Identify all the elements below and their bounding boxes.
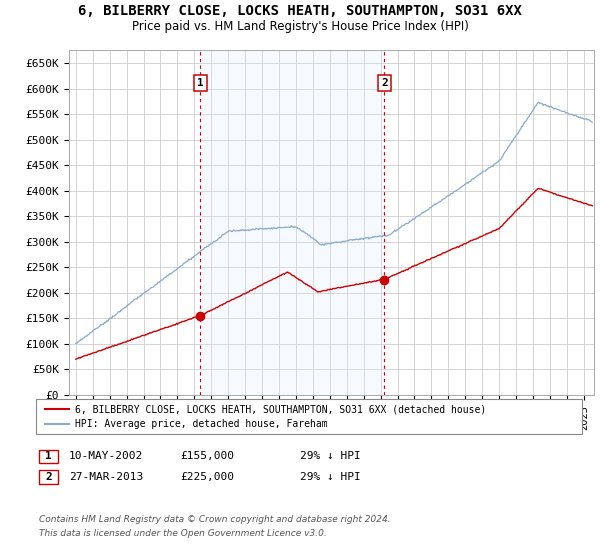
Text: 2: 2: [45, 472, 52, 482]
Text: 27-MAR-2013: 27-MAR-2013: [69, 472, 143, 482]
Text: 2: 2: [381, 78, 388, 88]
Text: This data is licensed under the Open Government Licence v3.0.: This data is licensed under the Open Gov…: [39, 529, 327, 538]
Text: 29% ↓ HPI: 29% ↓ HPI: [300, 451, 361, 461]
Text: 1: 1: [197, 78, 203, 88]
Text: 1: 1: [45, 451, 52, 461]
Text: 29% ↓ HPI: 29% ↓ HPI: [300, 472, 361, 482]
Text: Contains HM Land Registry data © Crown copyright and database right 2024.: Contains HM Land Registry data © Crown c…: [39, 515, 391, 524]
Text: £225,000: £225,000: [180, 472, 234, 482]
Text: £155,000: £155,000: [180, 451, 234, 461]
Text: HPI: Average price, detached house, Fareham: HPI: Average price, detached house, Fare…: [75, 419, 328, 430]
Text: 10-MAY-2002: 10-MAY-2002: [69, 451, 143, 461]
Bar: [200, 50, 385, 395]
Text: Price paid vs. HM Land Registry's House Price Index (HPI): Price paid vs. HM Land Registry's House …: [131, 20, 469, 32]
Text: 6, BILBERRY CLOSE, LOCKS HEATH, SOUTHAMPTON, SO31 6XX (detached house): 6, BILBERRY CLOSE, LOCKS HEATH, SOUTHAMP…: [75, 404, 486, 414]
Text: 6, BILBERRY CLOSE, LOCKS HEATH, SOUTHAMPTON, SO31 6XX: 6, BILBERRY CLOSE, LOCKS HEATH, SOUTHAMP…: [78, 4, 522, 18]
